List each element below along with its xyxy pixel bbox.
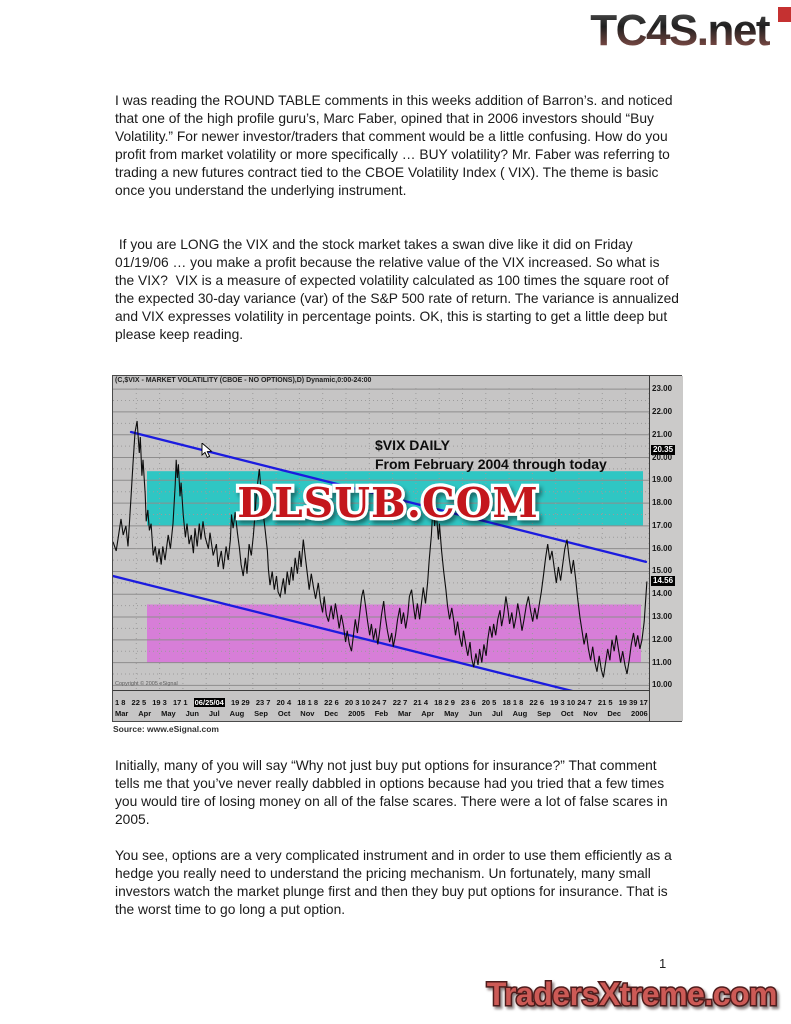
x-month-label: Mar (397, 709, 412, 718)
x-month-label: Nov (300, 709, 315, 718)
x-month-label: Jul (491, 709, 503, 718)
paragraph-intro: I was reading the ROUND TABLE comments i… (115, 93, 677, 199)
paragraph-put-options: Initially, many of you will say “Why not… (115, 758, 672, 828)
x-month-label: Sep (537, 709, 551, 718)
chart-x-axis-days: 1 8 22 5 19 3 17 1 06/25/04 19 29 23 7 20 4 18 1… (115, 698, 648, 707)
y-tick-label: 19.00 (652, 475, 673, 485)
y-tick-label: 12.00 (652, 634, 673, 644)
x-day-label: 19 3 (152, 698, 167, 707)
price-line (113, 420, 648, 678)
chart-copyright: Copyright © 2005 eSignal (115, 681, 178, 687)
x-day-label: 19 29 (230, 698, 250, 707)
x-month-label: Jun (468, 709, 482, 718)
x-month-label: Jun (185, 709, 199, 718)
y-tick-label: 17.00 (652, 520, 673, 530)
price-tag: 14.56 (651, 576, 676, 587)
x-day-label: 17 1 (172, 698, 188, 707)
x-month-label: Dec (607, 709, 622, 718)
chart-annotation-line2: From February 2004 through today (375, 456, 607, 472)
chart-source-caption: Source: www.eSignal.com (113, 724, 219, 734)
tc4s-logo[interactable]: TC4S.net (531, 2, 771, 56)
x-day-label: 21 5 (597, 698, 613, 707)
x-month-label: Apr (421, 709, 435, 718)
tc4s-logo-text: TC4S.net (590, 6, 771, 55)
upper-trendline (129, 430, 648, 564)
x-day-label: 18 1 8 (297, 698, 319, 707)
tradersxtreme-logo[interactable]: TradersXtreme.com (455, 972, 785, 1018)
x-month-label: Oct (560, 709, 574, 718)
x-day-label: 18 1 8 (502, 698, 524, 707)
y-tick-label: 20.00 (652, 452, 673, 462)
mouse-cursor-icon (201, 443, 213, 459)
vix-chart: (C,$VIX - MARKET VOLATILITY (CBOE - NO O… (112, 375, 683, 722)
y-tick-label: 15.00 (652, 566, 673, 576)
x-month-label: May (444, 709, 459, 718)
paragraph-options-complexity: You see, options are a very complicated … (115, 848, 676, 918)
x-month-label: Aug (229, 709, 245, 718)
x-day-label: 1 8 (115, 698, 126, 707)
price-tag: 20.35 (651, 444, 676, 455)
y-tick-label: 22.00 (652, 406, 673, 416)
x-day-label: 20 4 (276, 698, 292, 707)
lower-trendline (113, 574, 574, 690)
chart-x-axis-months: Mar Apr May Jun Jul Aug Sep Oct Nov Dec 2005 Feb Mar… (115, 709, 648, 718)
x-month-label: Dec (324, 709, 339, 718)
x-day-label: 22 7 (392, 698, 408, 707)
chart-annotation-line1: $VIX DAILY (375, 437, 450, 453)
x-day-label: 19 39 17 (618, 698, 648, 707)
y-tick-label: 14.00 (652, 589, 673, 599)
x-day-label: 20 5 (481, 698, 497, 707)
x-day-label: 20 3 10 24 7 (344, 698, 387, 707)
x-month-label: Apr (138, 709, 152, 718)
x-month-label: Oct (277, 709, 291, 718)
x-month-label: 2005 (348, 709, 365, 718)
support-band (147, 604, 641, 663)
x-day-label: 23 7 (255, 698, 271, 707)
x-highlight-date: 06/25/04 (193, 698, 225, 707)
y-tick-label: 18.00 (652, 498, 673, 508)
x-day-label: 22 5 (131, 698, 147, 707)
y-tick-label: 23.00 (652, 384, 673, 394)
x-month-label: Mar (115, 709, 129, 718)
chart-canvas (113, 388, 649, 690)
chart-y-axis: 23.00 22.00 21.00 20.35 20.00 19.00 18.00 17.00… (649, 376, 683, 721)
corner-red-mark (778, 7, 791, 22)
chart-plot-area: $VIX DAILY From February 2004 through to… (113, 388, 649, 691)
x-month-label: Sep (254, 709, 268, 718)
chart-annotation: $VIX DAILY From February 2004 through to… (375, 436, 607, 474)
y-tick-label: 11.00 (652, 657, 672, 667)
x-day-label: 21 4 (413, 698, 428, 707)
x-day-label: 22 6 (529, 698, 545, 707)
x-month-label: May (161, 709, 176, 718)
x-month-label: 2006 (631, 709, 648, 718)
page-number: 1 (659, 956, 667, 971)
x-month-label: Feb (374, 709, 389, 718)
y-tick-label: 13.00 (652, 612, 673, 622)
x-day-label: 22 6 (324, 698, 339, 707)
y-tick-label: 16.00 (652, 543, 673, 553)
y-tick-label: 10.00 (652, 680, 673, 690)
tradersxtreme-logo-text: TradersXtreme.com (487, 976, 777, 1012)
x-month-label: Aug (512, 709, 528, 718)
x-day-label: 18 2 9 (434, 698, 455, 707)
x-day-label: 19 3 10 24 7 (550, 698, 592, 707)
paragraph-vix-definition: If you are LONG the VIX and the stock ma… (115, 237, 683, 343)
y-tick-label: 21.00 (652, 429, 673, 439)
x-day-label: 23 6 (461, 698, 476, 707)
x-month-label: Jul (208, 709, 220, 718)
x-month-label: Nov (583, 709, 598, 718)
